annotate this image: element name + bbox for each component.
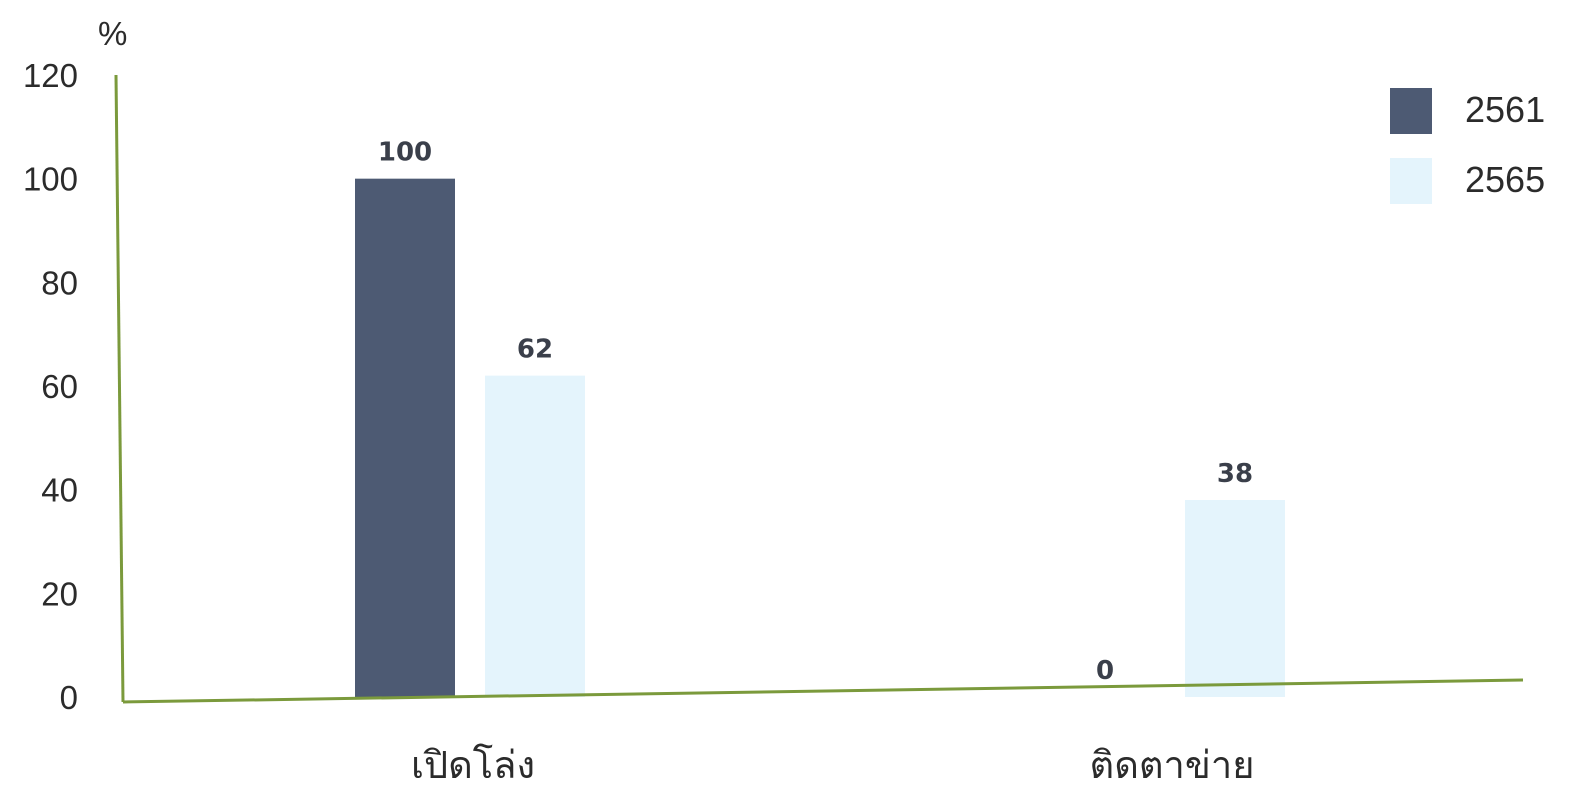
data-label: 38 <box>1217 459 1253 489</box>
y-axis-line <box>114 74 125 703</box>
y-tick-label: 120 <box>23 57 78 94</box>
bar-2565-1 <box>485 375 585 697</box>
y-tick-label: 20 <box>41 575 78 612</box>
data-label: 62 <box>517 335 553 365</box>
y-axis-ticks: 0 20 40 60 80 100 120 <box>23 57 78 716</box>
bar-2565-2 <box>1185 500 1285 697</box>
legend: 2561 2565 <box>1390 88 1545 204</box>
y-axis-unit-label: % <box>98 15 127 52</box>
legend-label: 2561 <box>1465 89 1545 130</box>
y-tick-label: 80 <box>41 264 78 301</box>
y-tick-label: 40 <box>41 472 78 509</box>
y-tick-label: 0 <box>60 679 78 716</box>
bars <box>355 178 1285 697</box>
x-axis-line <box>122 678 1524 704</box>
data-label: 100 <box>378 138 432 168</box>
bar-2561-1 <box>355 178 455 697</box>
y-tick-label: 100 <box>23 161 78 198</box>
legend-label: 2565 <box>1465 159 1545 200</box>
legend-swatch <box>1390 88 1432 134</box>
data-labels: 100 62 0 38 <box>378 138 1253 686</box>
x-axis-categories: เปิดโล่ง ติดตาข่าย <box>411 743 1255 787</box>
y-tick-label: 60 <box>41 368 78 405</box>
x-category-label: ติดตาข่าย <box>1090 743 1255 787</box>
legend-swatch <box>1390 158 1432 204</box>
x-category-label: เปิดโล่ง <box>411 743 535 787</box>
data-label: 0 <box>1096 656 1114 686</box>
